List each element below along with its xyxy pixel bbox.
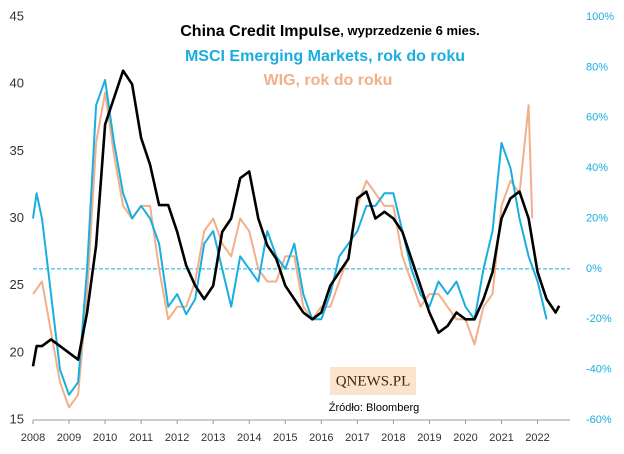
series-0-name: China Credit Impulse bbox=[180, 23, 340, 40]
series-line bbox=[32, 79, 548, 396]
series-line bbox=[31, 69, 561, 367]
x-tick-label: 2013 bbox=[201, 432, 225, 444]
x-tick-label: 2021 bbox=[489, 432, 513, 444]
y2-tick-label: -40% bbox=[586, 364, 612, 376]
x-tick-label: 2020 bbox=[453, 432, 477, 444]
title-note: , wyprzedzenie 6 mies. bbox=[340, 23, 479, 38]
y2-tick-label: -60% bbox=[586, 414, 612, 426]
x-tick-label: 2019 bbox=[417, 432, 441, 444]
x-tick-label: 2010 bbox=[93, 432, 117, 444]
y2-tick-label: 0% bbox=[586, 263, 602, 275]
y2-tick-label: 100% bbox=[586, 11, 614, 23]
y-tick-label: 15 bbox=[10, 411, 24, 426]
x-tick-label: 2017 bbox=[345, 432, 369, 444]
y-tick-label: 40 bbox=[10, 76, 24, 91]
y2-tick-label: 40% bbox=[586, 162, 608, 174]
source: Źródło: Bloomberg bbox=[329, 401, 420, 414]
title-line-1: China Credit Impulse, wyprzedzenie 6 mie… bbox=[180, 23, 479, 40]
x-tick-label: 2016 bbox=[309, 432, 333, 444]
x-tick-label: 2015 bbox=[273, 432, 297, 444]
x-tick-label: 2009 bbox=[57, 432, 81, 444]
x-tick-label: 2014 bbox=[237, 432, 261, 444]
series-1-name: MSCI Emerging Markets, rok do roku bbox=[185, 48, 465, 65]
series-2-name: WIG, rok do roku bbox=[264, 72, 393, 89]
y-tick-label: 45 bbox=[10, 8, 24, 23]
y-tick-label: 20 bbox=[10, 344, 24, 359]
y2-tick-label: 20% bbox=[586, 212, 608, 224]
y2-tick-label: 80% bbox=[586, 61, 608, 73]
y2-tick-label: 60% bbox=[586, 112, 608, 124]
x-tick-label: 2011 bbox=[129, 432, 153, 444]
logo: QNEWS.PL bbox=[336, 373, 411, 389]
x-tick-label: 2018 bbox=[381, 432, 405, 444]
x-tick-label: 2008 bbox=[21, 432, 45, 444]
x-tick-label: 2022 bbox=[525, 432, 549, 444]
y-tick-label: 35 bbox=[10, 143, 24, 158]
y2-tick-label: -20% bbox=[586, 313, 612, 325]
logo-box bbox=[330, 367, 416, 395]
y-tick-label: 25 bbox=[10, 277, 24, 292]
y-tick-label: 30 bbox=[10, 210, 24, 225]
series-line bbox=[32, 91, 534, 409]
x-tick-label: 2012 bbox=[165, 432, 189, 444]
